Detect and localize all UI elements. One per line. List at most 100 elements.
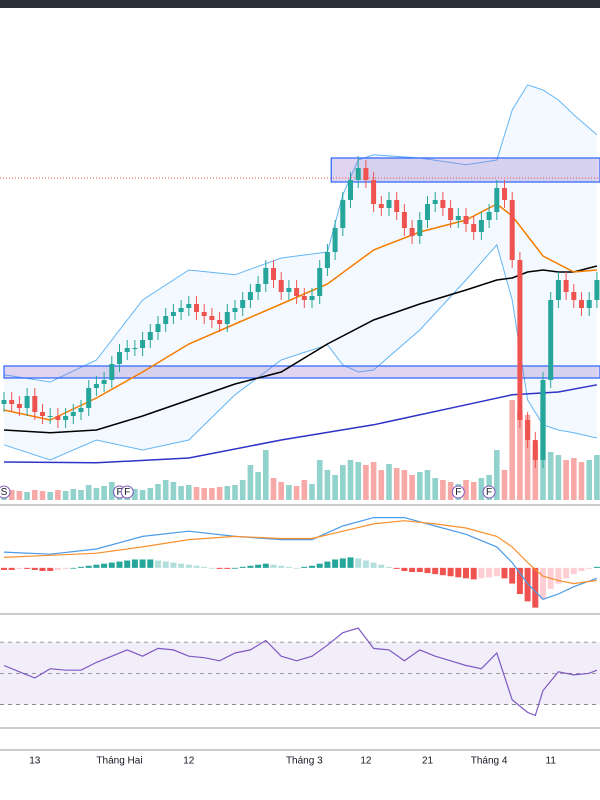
macd-histogram-bar xyxy=(193,565,200,568)
volume-bar xyxy=(70,489,77,500)
candle-body xyxy=(301,296,307,300)
volume-bar xyxy=(32,490,38,500)
volume-bar xyxy=(270,478,277,500)
volume-bar xyxy=(232,485,238,500)
macd-histogram-bar xyxy=(332,559,339,568)
macd-histogram-bar xyxy=(478,567,485,579)
volume-bar xyxy=(170,482,177,500)
x-axis: 13 Tháng Hai 12 Tháng 3 12 21 Tháng 4 11 xyxy=(29,756,556,767)
volume-bar xyxy=(409,475,415,500)
macd-histogram-bar xyxy=(70,567,77,569)
volume-bar xyxy=(363,465,369,500)
x-tick-label: Tháng 3 xyxy=(286,756,323,767)
volume-bar xyxy=(370,462,377,500)
macd-histogram-bar xyxy=(93,564,100,568)
candle-body xyxy=(109,364,115,380)
volume-bar xyxy=(139,490,146,500)
macd-histogram-bar xyxy=(432,567,439,575)
macd-histogram-bar xyxy=(124,560,131,568)
macd-histogram-bar xyxy=(31,567,38,570)
candle-body xyxy=(571,292,577,300)
candle-body xyxy=(340,200,346,228)
volume-bar xyxy=(62,491,69,500)
macd-histogram-bar xyxy=(486,567,493,578)
candle-body xyxy=(93,384,99,388)
macd-histogram-bar xyxy=(185,564,192,568)
candle-body xyxy=(255,284,261,292)
volume-bar xyxy=(209,488,215,500)
x-tick-label: Tháng Hai xyxy=(96,756,142,767)
moving-average xyxy=(3,265,598,434)
volume-bar xyxy=(162,480,169,500)
volume-bar xyxy=(347,460,354,500)
macd-histogram-bar xyxy=(593,566,600,568)
x-tick-label: 21 xyxy=(422,756,434,767)
volume-bar xyxy=(463,480,469,500)
candle-body xyxy=(194,304,199,312)
macd-histogram-bar xyxy=(401,567,408,571)
volume-bar xyxy=(132,489,138,500)
candle-body xyxy=(409,228,415,236)
macd-histogram-bar xyxy=(501,567,508,579)
volume-bar xyxy=(501,470,508,500)
candle-body xyxy=(155,324,161,332)
volume-bar xyxy=(594,455,600,500)
candle-body xyxy=(494,188,500,212)
candle-body xyxy=(324,252,330,268)
macd-histogram-bar xyxy=(139,559,146,568)
macd-histogram-bar xyxy=(170,562,177,568)
macd-histogram-bar xyxy=(509,567,516,584)
candle-body xyxy=(509,200,515,260)
volume-bar xyxy=(93,488,100,500)
macd-histogram-bar xyxy=(224,567,231,569)
volume-bar xyxy=(247,465,254,500)
top-bar xyxy=(0,0,600,8)
candle-body xyxy=(471,224,477,232)
volume-bar xyxy=(155,484,161,500)
volume-bar xyxy=(440,480,446,500)
macd-histogram-bar xyxy=(370,562,377,568)
candle-body xyxy=(401,212,407,228)
candle-body xyxy=(217,320,223,324)
macd-histogram-bar xyxy=(578,567,585,571)
candle-body xyxy=(186,304,192,308)
event-marker xyxy=(451,485,465,499)
candle-body xyxy=(1,400,7,404)
candle-body xyxy=(332,228,338,252)
macd-histogram-bar xyxy=(16,567,23,569)
volume-bar xyxy=(147,488,154,500)
candle-body xyxy=(548,300,554,380)
macd-histogram-bar xyxy=(355,558,362,568)
volume-bar xyxy=(255,472,261,500)
macd-histogram-bar xyxy=(540,567,546,600)
volume-bar xyxy=(524,415,531,500)
x-tick-label: 13 xyxy=(29,756,41,767)
candle-body xyxy=(363,168,369,180)
volume-bar xyxy=(417,472,423,500)
macd-histogram-bar xyxy=(301,566,308,568)
x-tick-label: 11 xyxy=(546,756,557,767)
candle-body xyxy=(486,212,492,220)
volume-bar xyxy=(470,482,477,500)
macd-histogram-bar xyxy=(285,566,292,568)
volume-bar xyxy=(16,491,23,500)
candle-body xyxy=(16,404,22,408)
macd-histogram-bar xyxy=(262,563,269,568)
volume-bar xyxy=(263,450,269,500)
volume-bar xyxy=(201,488,207,500)
candle-body xyxy=(517,260,523,420)
candle-body xyxy=(63,416,69,420)
macd-histogram-bar xyxy=(586,567,593,569)
macd-histogram-bar xyxy=(1,567,7,570)
volume-bar xyxy=(186,485,192,500)
event-marker xyxy=(120,485,134,499)
event-marker xyxy=(482,485,496,499)
candle-body xyxy=(594,280,600,300)
macd-panel xyxy=(1,517,600,608)
x-tick-label: 12 xyxy=(360,756,372,767)
volume-bar xyxy=(309,484,315,500)
candle-body xyxy=(40,412,45,416)
candle-body xyxy=(209,316,215,320)
volume-bar xyxy=(78,490,84,500)
